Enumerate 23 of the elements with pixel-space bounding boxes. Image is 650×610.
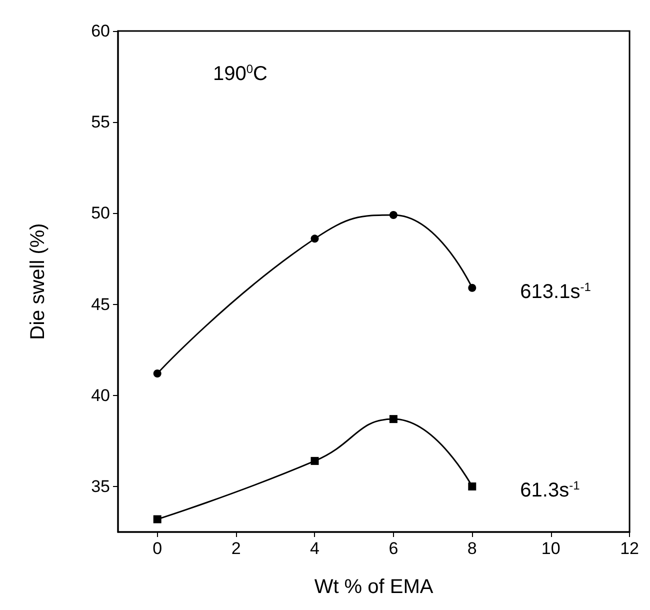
point	[468, 284, 476, 292]
point	[389, 211, 398, 219]
x-tick-label: 4	[310, 539, 320, 558]
y-axis-title: Die swell (%)	[27, 223, 49, 340]
x-tick-label: 6	[388, 539, 398, 558]
x-tick-label: 2	[231, 539, 241, 558]
point	[153, 370, 162, 378]
point	[468, 482, 476, 490]
y-tick-label: 50	[91, 204, 110, 223]
y-tick-label: 45	[91, 294, 110, 314]
y-tick-label: 35	[91, 476, 110, 496]
y-tick-label: 55	[91, 112, 110, 132]
x-tick-label: 8	[467, 539, 477, 558]
y-tick-label: 60	[91, 22, 110, 40]
x-tick-label: 0	[152, 539, 162, 558]
point	[310, 456, 319, 465]
point	[389, 415, 398, 424]
point	[153, 515, 162, 524]
point	[310, 234, 319, 243]
x-axis-title: Wt % of EMA	[314, 576, 434, 598]
x-tick-label: 12	[620, 539, 640, 558]
y-tick-label: 40	[91, 386, 110, 405]
x-tick-label: 10	[541, 539, 560, 558]
